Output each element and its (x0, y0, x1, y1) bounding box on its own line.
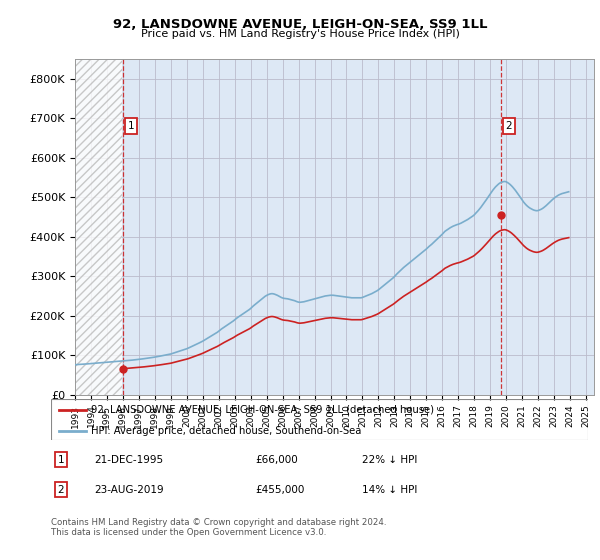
Text: 92, LANSDOWNE AVENUE, LEIGH-ON-SEA, SS9 1LL (detached house): 92, LANSDOWNE AVENUE, LEIGH-ON-SEA, SS9 … (91, 405, 434, 415)
Text: 92, LANSDOWNE AVENUE, LEIGH-ON-SEA, SS9 1LL: 92, LANSDOWNE AVENUE, LEIGH-ON-SEA, SS9 … (113, 18, 487, 31)
Text: 21-DEC-1995: 21-DEC-1995 (94, 455, 163, 465)
Text: 2: 2 (58, 485, 64, 495)
Text: £66,000: £66,000 (255, 455, 298, 465)
Text: 1: 1 (128, 121, 134, 131)
Text: Price paid vs. HM Land Registry's House Price Index (HPI): Price paid vs. HM Land Registry's House … (140, 29, 460, 39)
Text: HPI: Average price, detached house, Southend-on-Sea: HPI: Average price, detached house, Sout… (91, 426, 362, 436)
Text: £455,000: £455,000 (255, 485, 304, 495)
Text: 14% ↓ HPI: 14% ↓ HPI (362, 485, 418, 495)
Text: Contains HM Land Registry data © Crown copyright and database right 2024.
This d: Contains HM Land Registry data © Crown c… (51, 518, 386, 538)
Text: 1: 1 (58, 455, 64, 465)
Text: 22% ↓ HPI: 22% ↓ HPI (362, 455, 418, 465)
Text: 23-AUG-2019: 23-AUG-2019 (94, 485, 164, 495)
Bar (75, 59, 122, 395)
Text: 2: 2 (506, 121, 512, 131)
